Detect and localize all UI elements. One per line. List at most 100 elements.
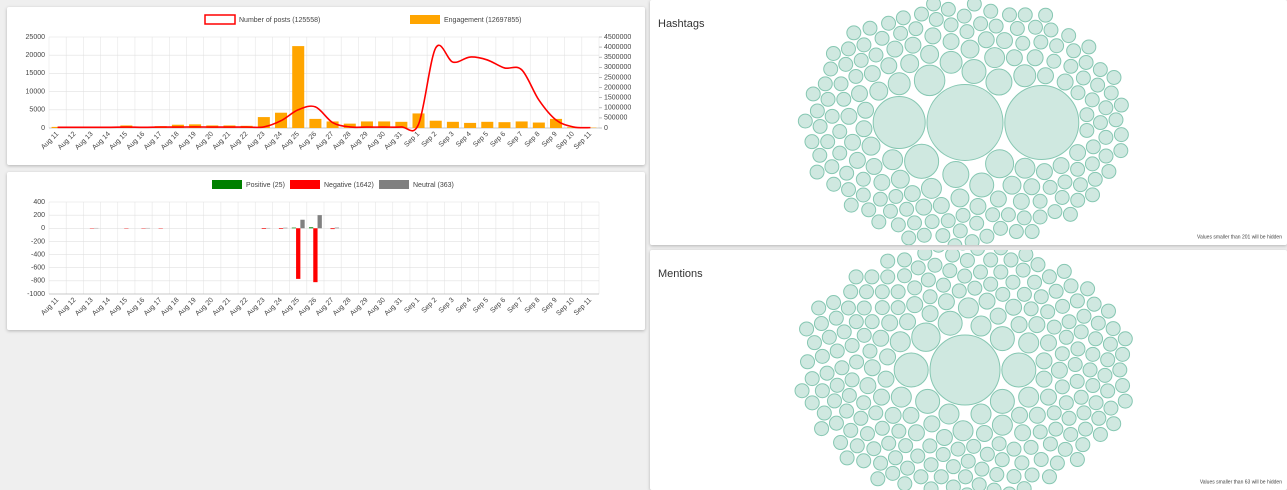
bubble xyxy=(880,269,896,285)
bubble xyxy=(879,348,897,366)
bar xyxy=(292,46,305,128)
bubble xyxy=(996,32,1013,50)
bubble xyxy=(809,103,825,119)
bubble xyxy=(907,215,922,231)
bubble xyxy=(1048,283,1064,299)
bubble xyxy=(1014,424,1032,442)
y2-tick-label: 2000000 xyxy=(604,84,631,91)
bubble xyxy=(913,469,929,485)
bubble xyxy=(945,250,961,263)
bubble xyxy=(868,47,884,63)
bubble xyxy=(874,284,890,300)
bubble xyxy=(959,252,975,269)
bubble xyxy=(864,269,880,285)
bubble xyxy=(1009,21,1025,36)
line xyxy=(57,44,591,132)
bubble xyxy=(908,21,924,37)
bubble xyxy=(983,276,999,292)
bubble xyxy=(969,172,995,198)
hashtags-card: Hashtags Values smaller than 201 will be … xyxy=(650,0,1287,245)
bubble xyxy=(857,101,875,119)
bubble xyxy=(957,268,973,284)
x-tick-label: Aug 12 xyxy=(57,131,78,152)
x-tick-label: Aug 13 xyxy=(74,131,95,152)
bubble xyxy=(1018,386,1040,408)
bubble xyxy=(812,118,828,134)
bubble xyxy=(985,207,1001,223)
x-tick-label: Sep 11 xyxy=(573,297,593,317)
bubble xyxy=(881,314,899,332)
posts-card: Aug 11 Aug 12 Aug 13 Aug 14 Aug 15 Aug 16 Aug … xyxy=(7,7,645,165)
bubble xyxy=(1070,341,1086,357)
sentiment-card: Aug 11 Aug 12 Aug 13 Aug 14 Aug 15 Aug 16 Aug … xyxy=(7,172,645,330)
y-tick-label: 400 xyxy=(33,199,45,206)
bubble xyxy=(839,450,855,466)
bubble xyxy=(1061,410,1077,426)
bubble xyxy=(863,65,881,83)
bubble xyxy=(989,388,1015,414)
bubble xyxy=(914,6,929,22)
bubble xyxy=(989,307,1007,325)
bubble xyxy=(942,160,970,189)
bubble xyxy=(1037,67,1054,85)
x-tick-label: Aug 19 xyxy=(177,297,198,318)
bubble xyxy=(1100,383,1116,399)
x-tick-label: Aug 19 xyxy=(177,131,198,152)
bubble xyxy=(928,11,944,27)
bubble xyxy=(1058,329,1074,345)
bubble xyxy=(988,18,1004,34)
bar xyxy=(343,123,356,128)
bubble xyxy=(970,315,992,337)
bubble xyxy=(1039,334,1057,352)
bubble xyxy=(1032,209,1048,225)
bubble xyxy=(979,228,995,244)
x-tick-label: Aug 13 xyxy=(74,297,95,318)
bubble xyxy=(1047,204,1063,220)
bubble xyxy=(940,1,956,17)
bubble xyxy=(846,25,862,41)
bubble xyxy=(794,383,810,399)
bubble xyxy=(947,238,963,245)
x-tick-label: Aug 31 xyxy=(383,131,404,152)
bubble xyxy=(920,177,942,199)
bubble xyxy=(1015,35,1031,51)
bubble xyxy=(840,300,856,316)
bubble xyxy=(1106,69,1122,85)
bar xyxy=(261,228,266,229)
bubble xyxy=(1069,452,1085,468)
bubble xyxy=(897,252,913,268)
bubble xyxy=(1046,53,1062,69)
x-tick-label: Aug 26 xyxy=(297,131,318,152)
bar xyxy=(257,117,270,128)
bubble xyxy=(868,405,884,421)
x-tick-label: Aug 30 xyxy=(366,297,387,318)
bubble xyxy=(1101,163,1117,179)
bar xyxy=(532,122,545,128)
y-tick-label: -200 xyxy=(31,238,45,245)
bubble xyxy=(923,415,941,433)
bar xyxy=(317,215,322,229)
bubble xyxy=(926,84,1004,161)
bubble xyxy=(1090,315,1106,331)
bubble xyxy=(938,403,960,425)
bubble xyxy=(961,487,973,490)
bubble xyxy=(836,324,852,340)
bubble xyxy=(1070,85,1086,101)
bubble xyxy=(805,86,821,102)
bubble xyxy=(811,300,827,316)
bubble xyxy=(1008,224,1024,240)
x-tick-label: Aug 16 xyxy=(126,297,147,318)
bubble xyxy=(989,326,1015,352)
mentions-card: Mentions Values smaller than 63 will be h… xyxy=(650,250,1287,490)
x-tick-label: Aug 15 xyxy=(108,297,129,318)
bubble xyxy=(924,214,940,230)
x-tick-label: Sep 10 xyxy=(555,297,576,318)
bubble xyxy=(1084,156,1100,172)
bubble xyxy=(974,461,990,477)
panel-title: Mentions xyxy=(658,268,703,280)
bubble xyxy=(952,420,974,442)
bubble xyxy=(872,95,926,150)
bubble xyxy=(1042,436,1058,452)
bubble xyxy=(1066,43,1082,59)
bubble xyxy=(862,343,878,359)
